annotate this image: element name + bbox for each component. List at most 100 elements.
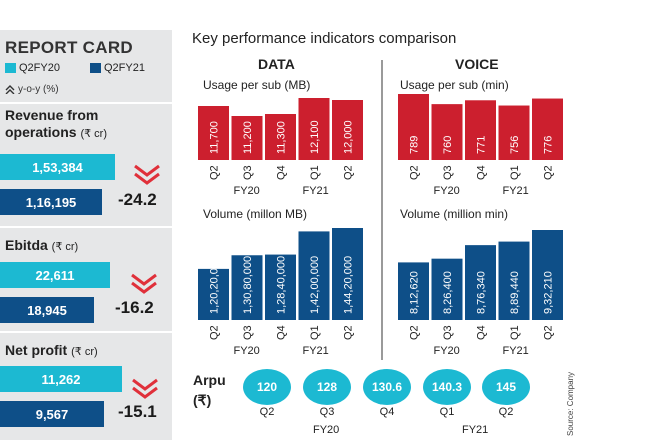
quarter-tick: Q1 xyxy=(509,165,521,180)
ebitda-q2fy20-bar: 22,611 xyxy=(0,262,110,288)
bar-usage-voice-0 xyxy=(398,94,429,160)
arpu-label-line2: (₹) xyxy=(193,392,212,408)
bar-value-label: 12,000 xyxy=(343,120,355,154)
bar-usage-voice-2 xyxy=(465,100,496,160)
quarter-tick: Q2 xyxy=(209,325,221,340)
bar-volume-voice-1 xyxy=(431,258,463,320)
arpu-label: Arpu (₹) xyxy=(193,370,226,410)
double-chevron-down-icon xyxy=(134,164,160,185)
bar-value-label: 8,76,340 xyxy=(476,271,488,314)
bar-value-label: 11,200 xyxy=(242,121,254,154)
bar-value-label: 756 xyxy=(509,136,521,154)
quarter-tick: Q3 xyxy=(442,165,454,180)
voice-volume-title: Volume (million min) xyxy=(400,207,509,221)
divider-line xyxy=(0,102,172,104)
bar-value-label: 1,20,20,000 xyxy=(209,256,221,314)
arpu-label-line1: Arpu xyxy=(193,372,226,388)
yoy-label: y-o-y (%) xyxy=(18,84,59,95)
quarter-tick: Q2 xyxy=(343,165,355,180)
fy20-label: FY20 xyxy=(434,345,460,357)
quarter-tick: Q3 xyxy=(242,325,254,340)
bar-volume-data-1 xyxy=(231,255,263,320)
bar-value-label: 760 xyxy=(442,136,454,154)
bar-value-label: 11,700 xyxy=(209,121,221,154)
bar-value-label: 776 xyxy=(543,136,555,154)
arpu-circle: 140.3 xyxy=(423,369,471,405)
net-profit-q2fy21-bar: 9,567 xyxy=(0,401,104,427)
arpu-fy21: FY21 xyxy=(462,424,489,436)
bar-usage-data-2 xyxy=(265,114,296,160)
revenue-title: Revenue from operations (₹ cr) xyxy=(5,107,107,143)
bar-value-label: 1,30,80,000 xyxy=(242,256,254,314)
arpu-circle: 130.6 xyxy=(363,369,411,405)
net-profit-title-text: Net profit xyxy=(5,342,68,358)
quarter-tick: Q3 xyxy=(242,165,254,180)
quarter-tick: Q4 xyxy=(276,325,288,340)
bar-value-label: 9,32,210 xyxy=(543,271,555,314)
bar-usage-voice-1 xyxy=(431,104,463,160)
quarter-tick: Q4 xyxy=(476,165,488,180)
bar-value-label: 12,100 xyxy=(309,120,321,154)
quarter-tick: Q2 xyxy=(209,165,221,180)
data-heading: DATA xyxy=(258,56,295,72)
quarter-tick: Q2 xyxy=(543,165,555,180)
fy20-label: FY20 xyxy=(434,185,460,197)
section-divider xyxy=(381,60,383,360)
bar-value-label: 789 xyxy=(409,136,421,154)
bar-usage-voice-3 xyxy=(498,105,530,160)
bar-usage-data-0 xyxy=(198,106,229,160)
arpu-circle: 145 xyxy=(482,369,530,405)
fy21-label: FY21 xyxy=(503,185,529,197)
quarter-tick: Q4 xyxy=(276,165,288,180)
quarter-tick: Q2 xyxy=(409,165,421,180)
bar-value-label: 1,42,00,000 xyxy=(309,256,321,314)
bar-volume-data-4 xyxy=(332,228,363,320)
bar-volume-data-0 xyxy=(198,268,229,320)
bar-volume-data-3 xyxy=(298,231,330,320)
revenue-change: -24.2 xyxy=(118,190,157,209)
legend-swatch-q2fy21 xyxy=(90,63,101,73)
bar-usage-data-3 xyxy=(298,98,330,160)
ebitda-title-text: Ebitda xyxy=(5,237,48,253)
revenue-q2fy20-bar: 1,53,384 xyxy=(0,154,115,180)
legend-q2fy20: Q2FY20 xyxy=(5,62,60,74)
arpu-quarter: Q2 xyxy=(498,406,514,418)
kpi-title: Key performance indicators comparison xyxy=(192,30,457,47)
arpu-quarter: Q3 xyxy=(319,406,335,418)
bar-volume-voice-0 xyxy=(398,262,429,320)
legend-swatch-q2fy20 xyxy=(5,63,16,73)
fy21-label: FY21 xyxy=(503,345,529,357)
arpu-circle: 120 xyxy=(243,369,291,405)
net-profit-unit: (₹ cr) xyxy=(71,346,98,358)
bar-value-label: 8,89,440 xyxy=(509,271,521,314)
net-profit-change: -15.1 xyxy=(118,402,157,421)
bar-volume-data-2 xyxy=(265,254,296,320)
bar-value-label: 1,44,20,000 xyxy=(343,256,355,314)
bar-value-label: 771 xyxy=(476,136,488,154)
revenue-title-line1: Revenue from xyxy=(5,107,99,123)
ebitda-unit: (₹ cr) xyxy=(51,241,79,253)
quarter-tick: Q1 xyxy=(309,165,321,180)
legend-q2fy21-label: Q2FY21 xyxy=(104,62,145,74)
bar-usage-data-4 xyxy=(332,100,363,160)
bar-value-label: 11,300 xyxy=(276,121,288,154)
quarter-tick: Q1 xyxy=(509,325,521,340)
data-volume-title: Volume (millon MB) xyxy=(203,207,308,221)
arpu-quarter: Q1 xyxy=(439,406,455,418)
fy20-label: FY20 xyxy=(234,345,260,357)
arpu-quarter: Q2 xyxy=(259,406,275,418)
bar-volume-voice-3 xyxy=(498,241,530,320)
quarter-tick: Q2 xyxy=(343,325,355,340)
revenue-unit: (₹ cr) xyxy=(80,128,108,140)
ebitda-q2fy21-bar: 18,945 xyxy=(0,297,94,323)
bar-usage-voice-4 xyxy=(532,98,563,160)
revenue-q2fy21-bar: 1,16,195 xyxy=(0,189,102,215)
arpu-fy20: FY20 xyxy=(313,424,340,436)
quarter-tick: Q2 xyxy=(543,325,555,340)
quarter-tick: Q3 xyxy=(442,325,454,340)
voice-heading: VOICE xyxy=(455,56,499,72)
divider-line xyxy=(0,226,172,228)
quarter-tick: Q2 xyxy=(409,325,421,340)
quarter-tick: Q4 xyxy=(476,325,488,340)
bar-value-label: 1,28,40,000 xyxy=(276,256,288,314)
